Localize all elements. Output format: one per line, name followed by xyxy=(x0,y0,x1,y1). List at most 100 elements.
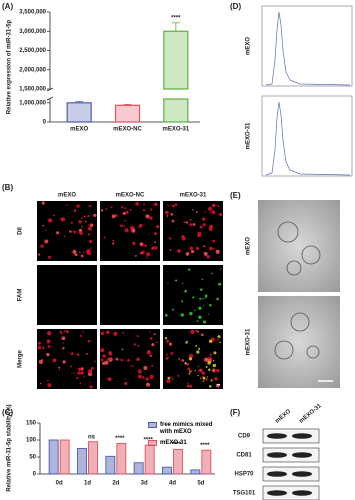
signal xyxy=(175,279,178,282)
micrograph xyxy=(100,201,160,261)
axis-break xyxy=(46,96,54,101)
signal xyxy=(200,333,204,337)
signal xyxy=(171,219,175,223)
histogram-curve xyxy=(265,101,351,176)
signal xyxy=(149,374,154,379)
signal xyxy=(214,371,216,373)
signal xyxy=(100,209,104,212)
blot-band xyxy=(292,471,312,477)
signal xyxy=(78,228,83,233)
signal xyxy=(201,371,206,375)
signal xyxy=(205,365,208,368)
signal xyxy=(183,221,186,224)
signal xyxy=(70,352,74,356)
signal xyxy=(214,377,218,381)
signal xyxy=(212,363,217,368)
signal xyxy=(58,369,61,371)
signal xyxy=(79,251,81,253)
signal xyxy=(79,334,83,337)
x-tick-label: mEXO xyxy=(70,127,88,133)
signal xyxy=(151,343,155,347)
y-axis-label: Relative miR-31-5p stability(%) xyxy=(7,404,13,491)
signal xyxy=(212,360,215,362)
signal xyxy=(206,255,210,259)
signal xyxy=(130,365,132,368)
signal xyxy=(188,372,191,375)
signal xyxy=(187,382,189,385)
y-tick-label: 3,500,000 xyxy=(19,10,46,16)
signal xyxy=(123,225,125,228)
signal xyxy=(167,282,169,284)
signal xyxy=(189,384,193,388)
y-tick-label: 1,500,000 xyxy=(19,87,46,93)
signal xyxy=(109,357,112,360)
signal xyxy=(89,381,91,384)
bar xyxy=(114,104,141,123)
vesicle xyxy=(306,345,320,359)
signal xyxy=(181,359,185,362)
signal xyxy=(150,208,153,211)
signal xyxy=(203,357,209,362)
signal xyxy=(211,272,213,275)
legend-label: mEXO-31 xyxy=(160,440,187,446)
signal xyxy=(171,205,173,207)
signal xyxy=(58,366,61,369)
signal xyxy=(73,209,77,212)
vesicle xyxy=(277,221,299,243)
signal xyxy=(85,352,88,356)
signal xyxy=(146,252,151,257)
signal xyxy=(216,297,219,301)
signal xyxy=(184,289,188,293)
signal xyxy=(145,214,150,219)
signal xyxy=(46,330,52,336)
signal xyxy=(47,345,51,349)
signal xyxy=(38,359,43,364)
signal xyxy=(87,233,90,236)
x-tick-label: 1d xyxy=(84,481,91,487)
y-tick-label: 1,000,000 xyxy=(19,100,46,106)
signal xyxy=(74,254,76,256)
signal xyxy=(153,202,158,207)
y-tick-label: 100 xyxy=(26,438,37,444)
signal xyxy=(90,366,94,370)
signal xyxy=(195,344,198,347)
signal xyxy=(198,306,202,310)
signal xyxy=(122,211,126,216)
signal xyxy=(165,357,168,360)
legend-swatch xyxy=(148,422,157,428)
signal xyxy=(184,362,187,365)
signal xyxy=(122,331,124,334)
signal xyxy=(80,367,84,371)
signal xyxy=(198,315,202,320)
signal xyxy=(52,358,57,363)
blot-frame xyxy=(262,466,320,482)
signal xyxy=(124,381,128,386)
signal xyxy=(121,348,124,351)
signal xyxy=(139,242,143,246)
signal xyxy=(135,201,139,206)
signal xyxy=(87,226,92,231)
micrograph xyxy=(100,265,160,325)
vesicle xyxy=(286,260,302,276)
signal xyxy=(204,294,208,298)
signal xyxy=(197,366,199,368)
bar xyxy=(66,102,92,123)
signal xyxy=(185,221,189,224)
significance: **** xyxy=(172,442,182,448)
signal xyxy=(148,350,150,352)
column-label: mEXO xyxy=(58,193,76,199)
bar xyxy=(105,455,116,475)
significance: **** xyxy=(171,15,181,21)
panel-d-plots xyxy=(261,5,353,177)
row-label: DiI xyxy=(18,227,24,235)
legend-item: free mimics mixed with mEXO xyxy=(148,422,216,436)
signal xyxy=(48,255,52,259)
signal xyxy=(219,341,221,344)
signal xyxy=(182,282,184,284)
signal xyxy=(189,246,193,251)
signal xyxy=(187,367,190,371)
bar xyxy=(201,449,212,475)
signal xyxy=(186,385,190,388)
